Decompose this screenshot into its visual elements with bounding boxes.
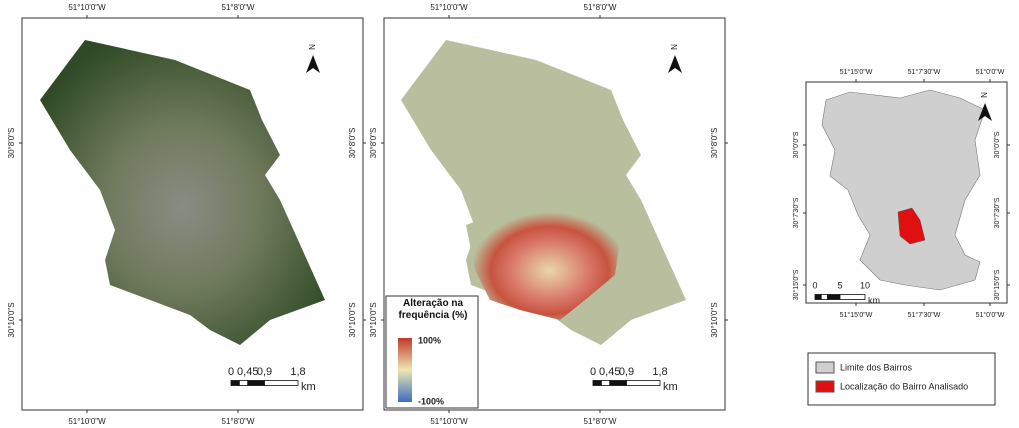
left-coord-label: 30°0'0"S	[792, 131, 800, 158]
scale-unit: km	[663, 381, 678, 393]
north-arrow	[306, 55, 320, 73]
north-label: N	[308, 44, 317, 50]
left-coord-label: 30°10'0"S	[7, 302, 16, 337]
scale-label: 0	[228, 366, 234, 378]
scale-label: 0,45	[237, 366, 258, 378]
scale-label: 0,9	[619, 366, 634, 378]
right-coord-label: 30°10'0"S	[710, 302, 719, 337]
scale-label: 0	[590, 366, 596, 378]
legend-item: Localização do Bairro Analisado	[840, 381, 968, 391]
scale-label: 5	[837, 280, 842, 290]
left-coord-label: 30°8'0"S	[369, 128, 378, 159]
right-coord-label: 30°7'30"S	[993, 197, 1001, 228]
scale-segment	[821, 295, 827, 300]
right-coord-label: 30°10'0"S	[348, 302, 357, 337]
bottom-coord-label: 51°15'0"W	[840, 311, 873, 319]
top-coord-label: 51°10'0"W	[68, 3, 106, 12]
scale-unit: km	[868, 295, 880, 305]
bottom-coord-label: 51°8'0"W	[222, 417, 255, 426]
right-coord-label: 30°8'0"S	[710, 128, 719, 159]
left-coord-label: 30°15'0"S	[792, 269, 800, 300]
north-label: N	[980, 92, 989, 98]
legend-title: Alteração na frequência (%)	[388, 298, 478, 322]
left-coord-label: 30°8'0"S	[7, 128, 16, 159]
top-coord-label: 51°15'0"W	[840, 68, 873, 76]
legend-min: -100%	[418, 396, 444, 406]
bottom-coord-label: 51°0'0"W	[976, 311, 1005, 319]
legend-max: 100%	[418, 335, 441, 345]
scale-segment	[265, 381, 299, 386]
legend-box	[808, 353, 995, 405]
legend-swatch	[816, 381, 834, 392]
scale-segment	[231, 381, 239, 386]
scale-segment	[601, 381, 609, 386]
satellite-map	[40, 40, 325, 345]
top-coord-label: 51°8'0"W	[584, 3, 617, 12]
scale-label: 0,9	[257, 366, 272, 378]
north-label: N	[670, 44, 679, 50]
figure: Limite dos Bairros Localização do Bairro…	[0, 0, 1019, 428]
scale-label: 10	[860, 280, 870, 290]
left-coord-label: 30°10'0"S	[369, 302, 378, 337]
top-coord-label: 51°10'0"W	[430, 3, 468, 12]
legend-item: Limite dos Bairros	[840, 362, 913, 372]
top-coord-label: 51°8'0"W	[222, 3, 255, 12]
scale-segment	[815, 295, 821, 300]
scale-segment	[610, 381, 627, 386]
right-coord-label: 30°8'0"S	[348, 128, 357, 159]
right-coord-label: 30°0'0"S	[993, 131, 1001, 158]
legend-swatch	[816, 362, 834, 373]
bottom-coord-label: 51°8'0"W	[584, 417, 617, 426]
scale-segment	[239, 381, 247, 386]
scale-segment	[627, 381, 661, 386]
north-arrow	[668, 55, 682, 73]
scale-segment	[840, 295, 865, 300]
scale-label: 0	[812, 280, 817, 290]
scale-label: 0,45	[599, 366, 620, 378]
bottom-coord-label: 51°10'0"W	[68, 417, 106, 426]
scale-unit: km	[301, 381, 316, 393]
scale-segment	[593, 381, 601, 386]
bottom-coord-label: 51°7'30"W	[908, 311, 941, 319]
color-ramp	[398, 338, 412, 402]
right-coord-label: 30°15'0"S	[993, 269, 1001, 300]
top-coord-label: 51°7'30"W	[908, 68, 941, 76]
scale-label: 1,8	[290, 366, 305, 378]
scale-label: 1,8	[652, 366, 667, 378]
bottom-coord-label: 51°10'0"W	[430, 417, 468, 426]
city-map	[822, 90, 985, 290]
left-coord-label: 30°7'30"S	[792, 197, 800, 228]
map-figure: Limite dos Bairros Localização do Bairro…	[0, 0, 1019, 428]
top-coord-label: 51°0'0"W	[976, 68, 1005, 76]
scale-segment	[248, 381, 265, 386]
scale-segment	[828, 295, 841, 300]
